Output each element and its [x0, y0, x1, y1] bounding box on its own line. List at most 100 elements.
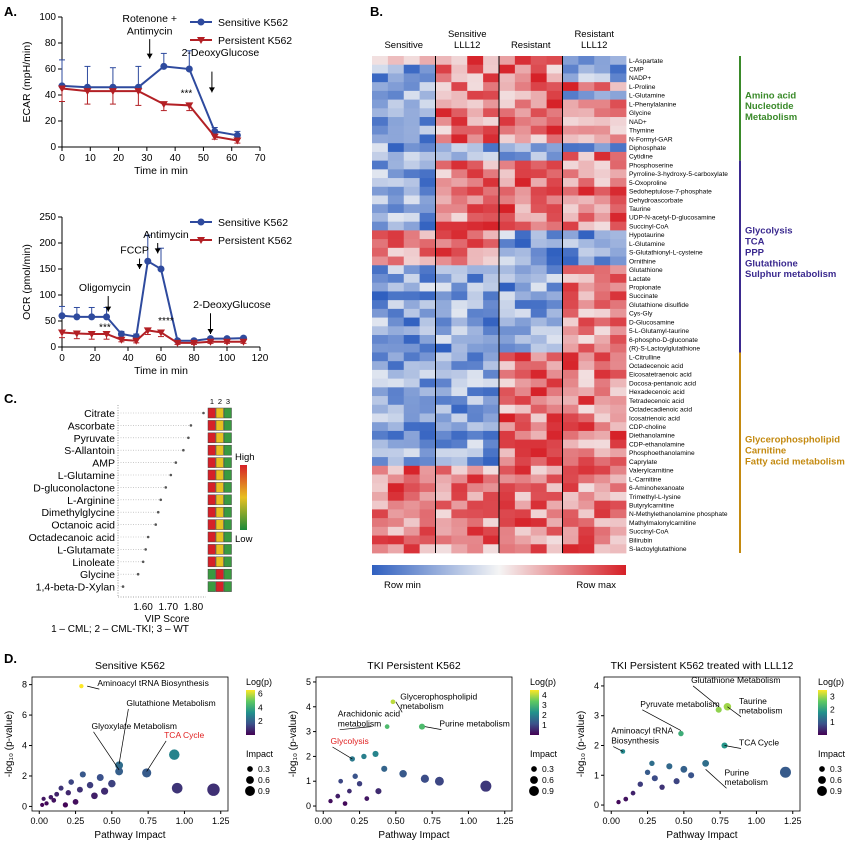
heat-cell	[467, 465, 484, 475]
heat-cell	[419, 317, 436, 327]
heat-cell	[578, 160, 595, 170]
heat-cell	[499, 186, 516, 196]
heat-cell	[419, 404, 436, 414]
heat-cell	[530, 343, 548, 353]
data-point	[206, 338, 215, 346]
row-label-line: L-Proline	[629, 84, 656, 91]
heat-cell	[610, 99, 627, 109]
legend-label-line: Sensitive K562	[218, 17, 288, 29]
annotation-line: ****	[158, 316, 174, 327]
row-label-line: 6-Aminohexanoate	[629, 485, 685, 492]
row-label-line: L-Phenylalanine	[629, 101, 677, 108]
heat-cell	[514, 518, 532, 528]
row-label-line: N-Methylethanolamine phosphate	[629, 511, 728, 518]
heat-cell	[419, 413, 436, 423]
pathway-bubble	[381, 765, 388, 772]
heat-cell	[451, 300, 468, 310]
pathway-bubble	[480, 780, 492, 792]
heat-cell	[499, 317, 516, 327]
y-tick-label: 150	[39, 264, 56, 275]
x-axis-label-line: Pathway Impact	[94, 830, 165, 841]
y-tick-label: 100	[39, 290, 56, 301]
y-tick-label: 0	[306, 801, 311, 811]
heat-cell	[435, 300, 452, 310]
heat-cell	[610, 404, 627, 414]
heat-cell	[610, 317, 627, 327]
heat-cell	[372, 143, 389, 153]
heat-cell	[562, 108, 579, 118]
heat-cell	[372, 169, 389, 179]
heat-cell	[483, 56, 500, 66]
heat-cell	[403, 99, 421, 109]
heat-cell	[451, 99, 468, 109]
y-tick-label: 0	[50, 142, 56, 153]
pathway-label-line: Biosynthesis	[611, 735, 659, 745]
heat-cell	[546, 483, 563, 493]
vip-point	[156, 510, 160, 514]
heat-cell	[562, 73, 579, 83]
chart-title-line: Sensitive K562	[95, 660, 165, 672]
row-label: Lactate	[629, 276, 651, 283]
row-label: N-Formyl-GAR	[629, 136, 673, 143]
vip-point	[164, 486, 168, 489]
heat-cell	[483, 491, 500, 502]
heat-cell	[419, 352, 436, 362]
heat-cell	[372, 474, 389, 484]
heat-cell	[530, 430, 548, 441]
heat-cell	[435, 256, 452, 266]
heat-cell	[387, 518, 405, 528]
heat-cell	[403, 465, 421, 475]
y-tick-label-line: 20	[45, 116, 57, 127]
heat-cell	[483, 448, 500, 458]
heat-cell	[578, 99, 595, 109]
heat-cell	[403, 82, 421, 92]
annotation: ***	[99, 322, 111, 333]
heat-cell	[610, 239, 627, 249]
heat-cell	[483, 500, 500, 510]
data-point	[73, 313, 81, 321]
heat-cell	[419, 247, 436, 257]
heat-cell	[610, 82, 627, 92]
x-tick-label: 100	[219, 353, 236, 364]
pathway-bubble	[418, 723, 426, 730]
heat-cell	[419, 509, 436, 519]
heat-cell	[530, 212, 548, 223]
heat-cell	[435, 56, 452, 66]
heat-cell	[419, 212, 436, 223]
heat-cell	[451, 526, 468, 536]
heat-cell	[499, 430, 516, 441]
category-label-line: 1,4-beta-D-Xylan	[36, 582, 116, 594]
heat-cell	[435, 544, 452, 554]
heat-cell	[372, 282, 389, 292]
heat-cell	[530, 151, 548, 162]
heat-cell	[483, 143, 500, 153]
pathway-bubble	[342, 801, 348, 806]
vip-point	[169, 473, 173, 477]
heat-cell	[594, 282, 611, 292]
heat-cell	[372, 64, 389, 74]
heat-cell	[435, 169, 452, 179]
x-tick-label: 0	[59, 153, 65, 164]
heat-cell	[546, 430, 563, 441]
vip-heat-header: 1	[210, 397, 214, 406]
heat-cell	[562, 544, 579, 554]
heat-cell	[594, 439, 611, 449]
pathway-label-line: TCA Cycle	[164, 730, 204, 740]
vip-point	[141, 560, 145, 564]
data-point	[144, 257, 152, 265]
heat-cell	[372, 73, 389, 83]
heat-cell	[546, 73, 563, 83]
x-tick-label-line: 30	[141, 153, 153, 164]
heat-cell	[372, 317, 389, 327]
heat-cell	[403, 335, 421, 345]
pathway-bubble	[715, 706, 722, 713]
heat-cell	[372, 56, 389, 66]
heat-cell	[578, 308, 595, 318]
y-axis-label-line: OCR (pmol/min)	[21, 244, 33, 320]
heat-cell	[435, 343, 452, 353]
group-label-line: Amino acid	[745, 90, 796, 101]
heat-cell	[419, 169, 436, 179]
heat-cell	[435, 82, 452, 92]
row-label-line: Succinate	[629, 293, 658, 300]
heat-cell	[483, 396, 500, 406]
